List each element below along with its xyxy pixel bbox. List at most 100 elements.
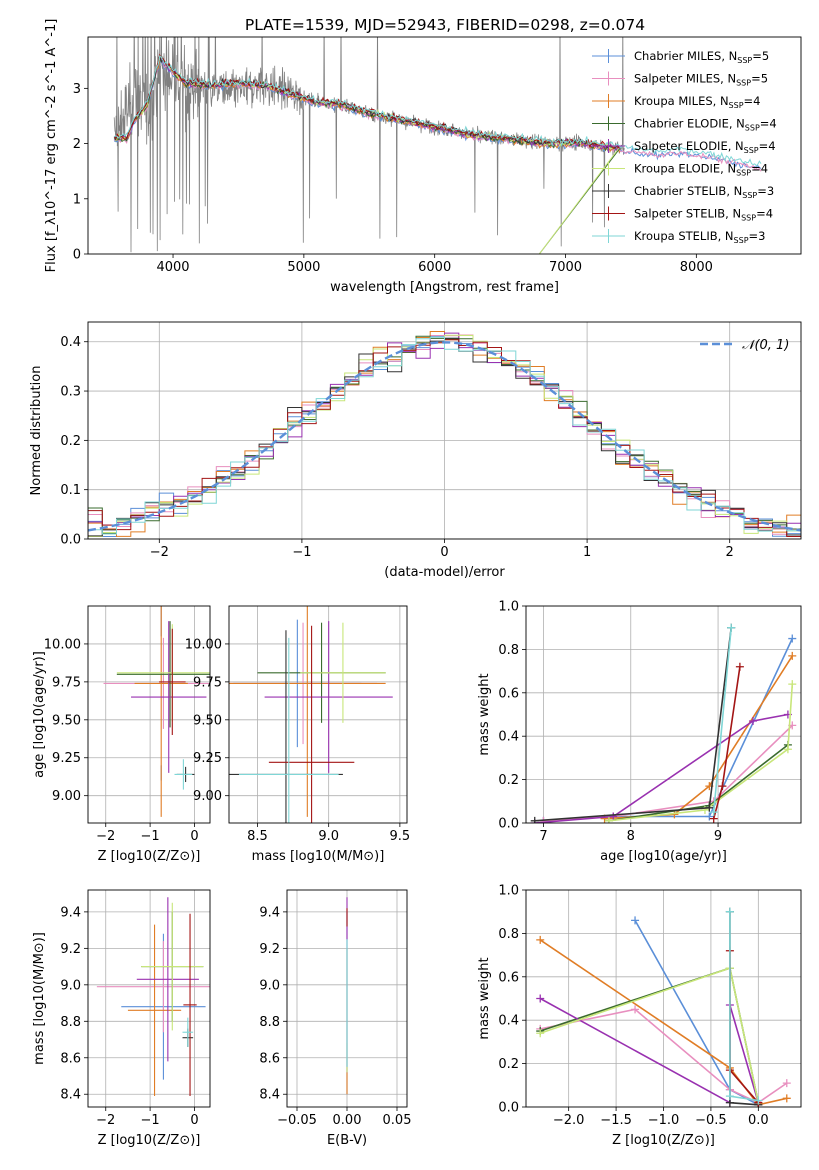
model-spectrum-kroupa-stelib xyxy=(113,55,762,167)
y-tick-label: 3 xyxy=(73,82,81,97)
plot-area xyxy=(526,606,801,823)
plot-area xyxy=(287,890,407,1107)
weight-marker xyxy=(705,812,714,821)
plot-area xyxy=(88,890,210,1107)
x-tick-label: 9 xyxy=(714,829,722,844)
legend: Chabrier MILES, NSSP=5 Salpeter MILES, NS… xyxy=(592,49,777,245)
legend-label: 𝒩(0, 1) xyxy=(742,338,789,353)
y-tick-label: 8.8 xyxy=(60,1015,81,1030)
y-tick-label: 0.2 xyxy=(498,773,519,788)
weight-line-kroupa-miles xyxy=(604,655,793,820)
x-tick-label: 9.5 xyxy=(390,829,411,844)
weight-marker xyxy=(788,634,797,643)
y-tick-label: 9.75 xyxy=(193,675,222,690)
weight-marker xyxy=(782,1094,791,1103)
legend-label: Kroupa STELIB, NSSP=3 xyxy=(634,229,765,245)
y-tick-label: 0.6 xyxy=(498,686,519,701)
x-tick-label: 8.5 xyxy=(247,829,268,844)
y-tick-label: 0 xyxy=(73,248,81,263)
y-tick-label: 9.4 xyxy=(259,905,280,920)
y-axis-label: mass weight xyxy=(477,673,492,755)
y-tick-label: 9.50 xyxy=(52,713,81,728)
weight-marker xyxy=(709,808,718,817)
y-axis-label: age [log10(age/yr)] xyxy=(32,651,47,778)
weight-line-kroupa-stelib xyxy=(712,627,732,813)
y-tick-label: 9.50 xyxy=(193,713,222,728)
x-tick-label: −1 xyxy=(141,1113,160,1128)
model-spectrum-salpeter-stelib xyxy=(113,53,620,149)
y-axis-label: Normed distribution xyxy=(29,366,44,496)
legend-label: Salpeter MILES, NSSP=5 xyxy=(634,72,768,88)
weight-marker xyxy=(727,623,736,632)
y-tick-label: 0.0 xyxy=(498,1101,519,1116)
legend-label: Kroupa ELODIE, NSSP=4 xyxy=(634,162,768,178)
weight-marker xyxy=(788,680,797,689)
plot-area xyxy=(113,37,762,254)
y-tick-label: 0.0 xyxy=(60,533,81,548)
y-tick-label: 0.3 xyxy=(60,385,81,400)
y-tick-label: 9.00 xyxy=(193,789,222,804)
panel-age-vs-mass: 8.5 9.0 9.5 9.00 9.25 9.50 9.75 10.00 mass [log1… xyxy=(185,605,411,864)
legend-label: Kroupa MILES, NSSP=4 xyxy=(634,94,760,110)
x-tick-label: −2 xyxy=(150,545,169,560)
x-axis-label: E(B-V) xyxy=(327,1133,367,1148)
x-tick-label: 4000 xyxy=(156,260,189,275)
y-tick-label: 9.0 xyxy=(259,978,280,993)
x-axis-label: mass [log10(M/M⊙)] xyxy=(252,849,385,864)
y-tick-label: 0.6 xyxy=(498,970,519,985)
legend-label: Chabrier MILES, NSSP=5 xyxy=(634,49,769,65)
weight-marker xyxy=(631,916,640,925)
weight-marker xyxy=(783,745,792,754)
y-tick-label: 9.25 xyxy=(193,751,222,766)
y-tick-label: 9.4 xyxy=(60,905,81,920)
axes-frame xyxy=(525,889,802,1108)
weight-marker xyxy=(788,651,797,660)
x-tick-label: 8 xyxy=(627,829,635,844)
weight-marker xyxy=(725,907,734,916)
weight-marker xyxy=(631,1005,640,1014)
y-tick-label: 9.0 xyxy=(60,978,81,993)
plot-area xyxy=(229,606,407,823)
x-axis-label: Z [log10(Z/Z⊙)] xyxy=(612,1133,715,1148)
panel-weight-vs-Z: −2.0 −1.5 −1.0 −0.5 0.0 0.0 0.2 0.4 0.6 0.8 1.0 Z [… xyxy=(477,884,802,1148)
y-tick-label: 8.6 xyxy=(259,1051,280,1066)
y-axis-label: mass weight xyxy=(477,957,492,1039)
weight-marker xyxy=(735,662,744,671)
weight-marker xyxy=(536,1029,545,1038)
axes-frame xyxy=(228,605,408,824)
x-tick-label: −1.0 xyxy=(648,1113,680,1128)
y-tick-label: 8.4 xyxy=(60,1088,81,1103)
x-tick-label: −2.0 xyxy=(553,1113,585,1128)
weight-marker xyxy=(748,717,757,726)
x-tick-label: −2 xyxy=(96,829,115,844)
x-tick-label: 5000 xyxy=(287,260,320,275)
y-tick-label: 1.0 xyxy=(498,600,519,615)
legend-label: Salpeter STELIB, NSSP=4 xyxy=(634,207,773,223)
axes-frame xyxy=(87,321,802,540)
y-tick-label: 0.2 xyxy=(60,434,81,449)
y-axis-label: Flux [f_λ10^-17 erg cm^-2 s^-1 A^-1] xyxy=(44,19,59,273)
plot-area xyxy=(88,606,210,823)
normal-reference-curve xyxy=(88,341,801,532)
figure-title: PLATE=1539, MJD=52943, FIBERID=0298, z=0… xyxy=(245,16,645,34)
y-tick-label: 1 xyxy=(73,192,81,207)
axes-frame xyxy=(87,605,211,824)
y-tick-label: 8.8 xyxy=(259,1015,280,1030)
x-tick-label: −1 xyxy=(292,545,311,560)
y-axis-label: mass [log10(M/M⊙)] xyxy=(32,932,47,1065)
x-tick-label: 0 xyxy=(440,545,448,560)
y-tick-label: 0.4 xyxy=(498,730,519,745)
x-tick-label: 8000 xyxy=(680,260,713,275)
panel-mass-vs-EBV: −0.05 0.00 0.05 8.4 8.6 8.8 9.0 9.2 9.4 E(B-V) xyxy=(259,889,411,1148)
weight-marker xyxy=(530,816,539,823)
weight-marker xyxy=(718,782,727,791)
plot-area xyxy=(526,890,801,1107)
weight-marker xyxy=(609,812,618,821)
x-axis-label: Z [log10(Z/Z⊙)] xyxy=(98,849,201,864)
x-tick-label: −1.5 xyxy=(600,1113,632,1128)
y-tick-label: 0.2 xyxy=(498,1057,519,1072)
axes-frame xyxy=(525,605,802,824)
weight-line-kroupa-elodie xyxy=(608,684,794,822)
axes-frame xyxy=(87,889,211,1108)
